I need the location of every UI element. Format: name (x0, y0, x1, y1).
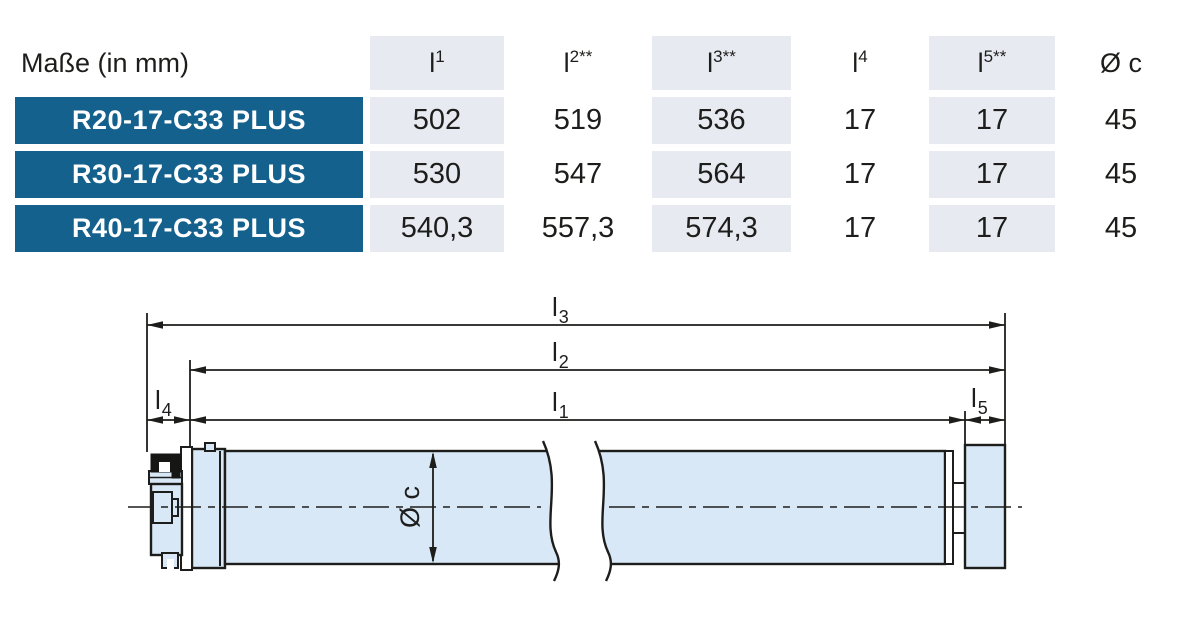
value-cell: 17 (929, 97, 1055, 144)
motor-dimension-drawing: l3 l2 l1 l4 l5 (128, 292, 1022, 582)
value-cell: 17 (929, 151, 1055, 198)
column-header-l5: l5** (929, 36, 1055, 90)
dim-label-l4: l4 (155, 385, 172, 420)
value-cell: 536 (652, 97, 791, 144)
value-cell: 45 (1104, 158, 1138, 190)
table-row: R20-17-C33 PLUS 502 519 536 17 17 45 (15, 97, 1180, 144)
value-cell: 540,3 (370, 205, 504, 252)
adapter-notch (204, 442, 216, 452)
drive-shaft-stub (952, 482, 966, 534)
mounting-bracket-body (149, 482, 184, 557)
table-header-row: Maße (in mm) l1 l2** l3** l4 l5** Ø c (15, 36, 1180, 90)
dim-label-l5: l5 (971, 383, 988, 418)
row-label: R20-17-C33 PLUS (15, 97, 363, 144)
value-cell: 547 (553, 158, 603, 190)
value-cell: 530 (370, 151, 504, 198)
value-cell: 564 (652, 151, 791, 198)
dim-label-l2: l2 (552, 337, 569, 372)
value-cell: 17 (843, 212, 877, 244)
column-header-l1: l1 (370, 36, 504, 90)
row-label: R30-17-C33 PLUS (15, 151, 363, 198)
value-cell: 17 (843, 158, 877, 190)
value-cell: 45 (1104, 212, 1138, 244)
value-cell: 17 (843, 104, 877, 136)
dim-label-l1: l1 (552, 387, 569, 422)
row-label: R40-17-C33 PLUS (15, 205, 363, 252)
break-curve-right (593, 440, 613, 582)
diameter-dimension: Ø c (395, 452, 437, 563)
value-cell: 574,3 (652, 205, 791, 252)
bracket-foot-notch (167, 559, 174, 569)
table-row: R40-17-C33 PLUS 540,3 557,3 574,3 17 17 … (15, 205, 1180, 252)
value-cell: 45 (1104, 104, 1138, 136)
column-header-l3: l3** (652, 36, 791, 90)
value-cell: 519 (553, 104, 603, 136)
value-cell: 17 (929, 205, 1055, 252)
table-title: Maße (in mm) (21, 47, 189, 78)
value-cell: 502 (370, 97, 504, 144)
arrowheads (147, 321, 1005, 424)
diameter-label: Ø c (395, 486, 425, 528)
column-header-l2: l2** (563, 46, 593, 78)
bracket-top-block (150, 453, 182, 479)
dim-label-l3: l3 (552, 292, 569, 327)
tube-break (541, 440, 613, 582)
table-row: R30-17-C33 PLUS 530 547 564 17 17 45 (15, 151, 1180, 198)
dimension-lines (147, 324, 1005, 421)
dimension-table: Maße (in mm) l1 l2** l3** l4 l5** Ø c R2… (8, 29, 1187, 259)
break-curve-left (541, 440, 561, 582)
column-header-l4: l4 (852, 46, 868, 78)
value-cell: 557,3 (541, 212, 615, 244)
extension-lines (146, 313, 1006, 452)
column-header-diameter: Ø c (1099, 47, 1142, 78)
